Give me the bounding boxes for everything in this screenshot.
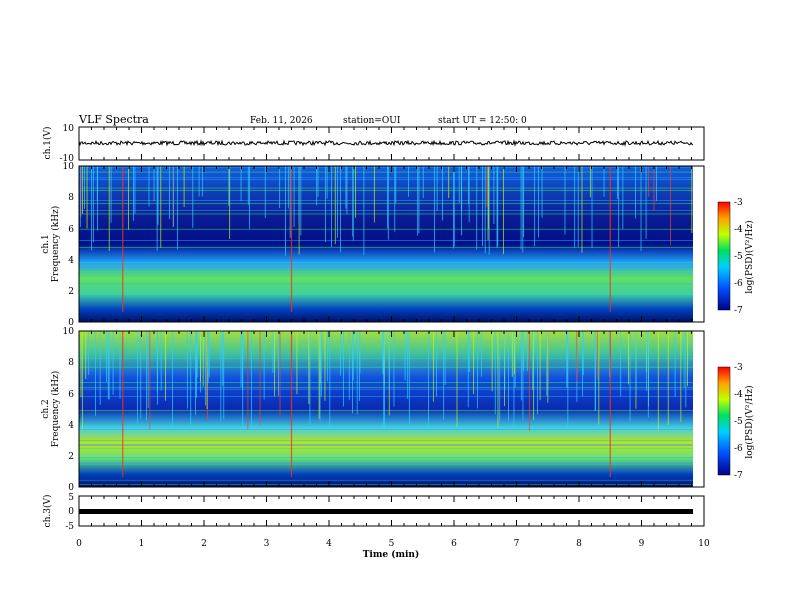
ch2-ytick-10: 10 [63, 327, 75, 337]
ch3-waveform-line [79, 509, 693, 514]
x-tick-label: 10 [698, 539, 710, 549]
ch2-colorbar-gradient [717, 366, 731, 476]
x-tick-label: 6 [451, 539, 457, 549]
x-tick-label: 2 [201, 539, 207, 549]
ch1-spectrogram-ylabel-freq: Frequency (kHz) [50, 206, 61, 283]
ch1-cb-tick-m7: -7 [734, 306, 743, 316]
ch3-ytick-mid: 0 [68, 507, 74, 517]
ch1-ytick-6: 6 [68, 225, 74, 235]
ch1-ytick-0: 0 [68, 318, 74, 328]
ch2-spectrogram-ylabel-ch: ch.2 [41, 399, 51, 418]
x-tick-label: 4 [326, 539, 332, 549]
ch1-ytick-bottom: -10 [60, 154, 75, 164]
ch2-cb-tick-m5: -5 [734, 417, 743, 427]
ch1-colorbar: -3 -4 -5 -6 -7 log(PSD)(V²/Hz) [717, 198, 755, 316]
ch2-ytick-0: 0 [68, 483, 74, 493]
ch2-cb-tick-m6: -6 [734, 444, 743, 454]
ch2-ytick-4: 4 [68, 421, 74, 431]
ch2-cb-tick-m4: -4 [734, 390, 743, 400]
ch1-waveform-ylabel: ch.1(V) [42, 127, 53, 160]
ch1-spectrogram-ylabel-ch: ch.1 [41, 234, 51, 253]
start-time-label: start UT = 12:50: 0 [438, 116, 527, 126]
x-tick-label: 7 [514, 539, 520, 549]
ch1-ytick-8: 8 [68, 193, 74, 203]
x-axis-ticks [78, 127, 705, 526]
x-tick-label: 8 [576, 539, 582, 549]
ch1-spectrogram-image [79, 166, 693, 322]
ch2-spectrogram-ylabel-freq: Frequency (kHz) [50, 371, 61, 448]
ch1-spectrogram-features [79, 166, 693, 312]
x-tick-label: 5 [389, 539, 395, 549]
x-tick-label: 9 [639, 539, 645, 549]
ch1-colorbar-gradient [717, 201, 731, 311]
ch1-waveform-line [78, 139, 694, 147]
ch1-cb-tick-m4: -4 [734, 225, 743, 235]
ch2-colorbar-label: log(PSD)(V²/Hz) [744, 385, 755, 458]
ch2-colorbar: -3 -4 -5 -6 -7 log(PSD)(V²/Hz) [717, 363, 755, 481]
ch1-cb-tick-m5: -5 [734, 252, 743, 262]
x-tick-label: 3 [264, 539, 270, 549]
ch1-ytick-4: 4 [68, 256, 74, 266]
ch1-ytick-2: 2 [68, 287, 74, 297]
ch2-cb-tick-m7: -7 [734, 471, 743, 481]
ch1-cb-tick-m3: -3 [734, 198, 743, 208]
ch2-cb-tick-m3: -3 [734, 363, 743, 373]
x-tick-label: 0 [76, 539, 82, 549]
date-label: Feb. 11, 2026 [250, 116, 313, 126]
x-axis-tick-labels: 0 1 2 3 4 5 6 7 8 9 10 [76, 539, 710, 549]
ch1-colorbar-label: log(PSD)(V²/Hz) [744, 220, 755, 293]
ch1-ytick-10: 10 [63, 162, 75, 172]
ch2-ytick-6: 6 [68, 390, 74, 400]
ch2-spectrogram-features [79, 331, 693, 486]
ch2-ytick-8: 8 [68, 358, 74, 368]
ch1-ytick-top: 10 [63, 124, 75, 134]
x-tick-label: 1 [139, 539, 145, 549]
x-axis-label: Time (min) [363, 549, 420, 560]
ch2-spectrogram-panel: 0 2 4 6 8 10 ch.2 Frequency (kHz) [41, 327, 705, 493]
ch3-ytick-bottom: -5 [65, 522, 74, 532]
ch2-ytick-2: 2 [68, 452, 74, 462]
ch2-spectrogram-image [79, 331, 693, 487]
ch3-waveform-ylabel: ch.3(V) [42, 495, 53, 528]
ch1-cb-tick-m6: -6 [734, 279, 743, 289]
station-label: station=OUI [343, 116, 401, 126]
figure-title: VLF Spectra [78, 113, 149, 126]
ch1-spectrogram-panel: 0 2 4 6 8 10 ch.1 Frequency (kHz) [41, 162, 705, 328]
ch3-ytick-top: 5 [68, 493, 74, 503]
